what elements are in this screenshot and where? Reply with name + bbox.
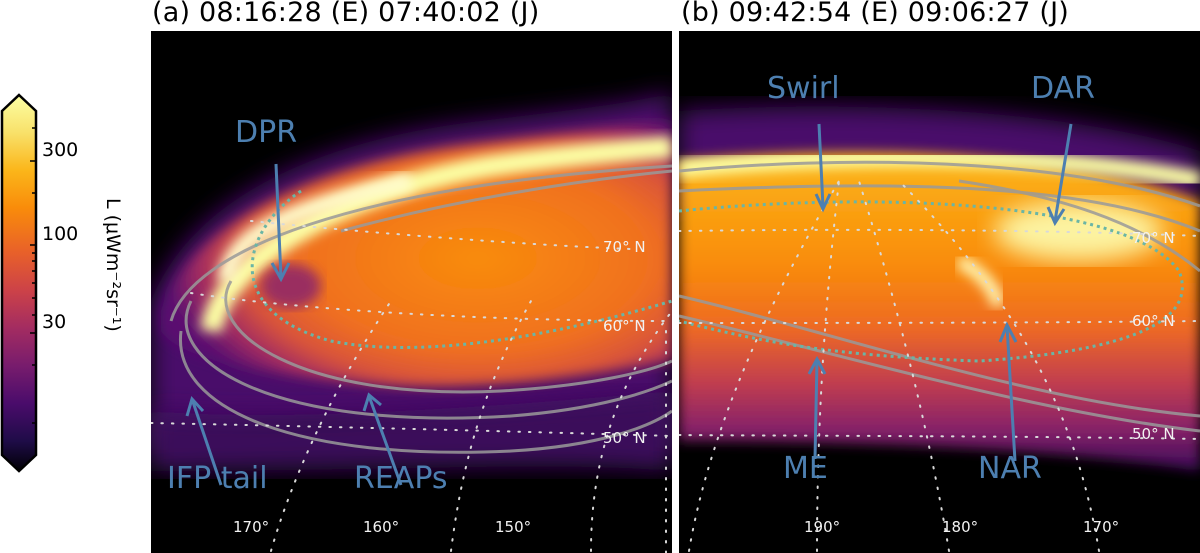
lat-label-60: 60° N — [1132, 312, 1175, 330]
panel-b: Swirl DAR ME NAR 70° N 60° N 50° N 190° … — [679, 31, 1200, 553]
annotation-me: ME — [783, 451, 828, 486]
annotation-swirl: Swirl — [767, 71, 840, 106]
lat-label-70: 70° N — [603, 238, 646, 256]
lon-label-160: 160° — [363, 518, 400, 536]
annotation-ifp-tail: IFP tail — [167, 461, 268, 496]
colorbar — [0, 93, 38, 473]
colorbar-tick-100: 100 — [42, 223, 79, 245]
colorbar-tick-30: 30 — [42, 311, 67, 333]
annotation-dpr: DPR — [235, 115, 298, 150]
colorbar-label: L (μWm⁻²sr⁻¹) — [102, 198, 124, 332]
lat-label-60: 60° N — [603, 317, 646, 335]
panel-b-aurora-image — [679, 106, 1200, 553]
lat-label-70: 70° N — [1132, 229, 1175, 247]
panel-a-aurora-image — [151, 91, 672, 553]
lat-label-50: 50° N — [603, 429, 646, 447]
annotation-reaps: REAPs — [354, 461, 448, 496]
lon-label-170: 170° — [233, 518, 270, 536]
lon-label-170: 170° — [1083, 518, 1120, 536]
lat-label-50: 50° N — [1132, 425, 1175, 443]
lon-label-150: 150° — [495, 518, 532, 536]
annotation-dar: DAR — [1031, 71, 1095, 106]
lon-label-180: 180° — [942, 518, 979, 536]
lon-label-190: 190° — [804, 518, 841, 536]
panel-b-title: (b) 09:42:54 (E) 09:06:27 (J) — [681, 0, 1070, 28]
colorbar-tick-300: 300 — [42, 139, 79, 161]
annotation-nar: NAR — [978, 451, 1042, 486]
panel-a: DPR IFP tail REAPs 70° N 60° N 50° N 170… — [151, 31, 672, 553]
panel-a-title: (a) 08:16:28 (E) 07:40:02 (J) — [152, 0, 540, 28]
